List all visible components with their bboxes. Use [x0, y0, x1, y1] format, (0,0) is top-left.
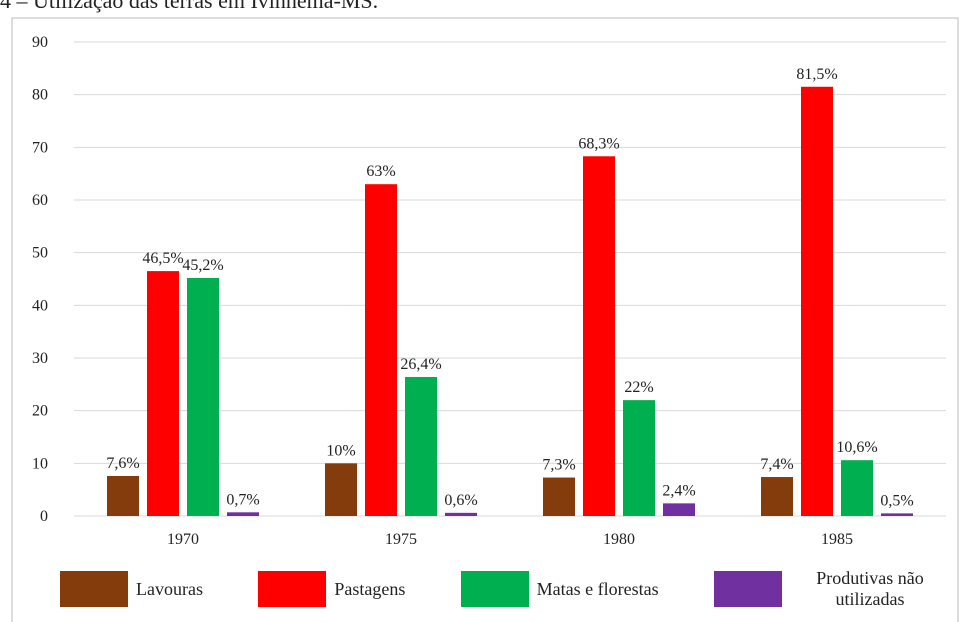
data-label: 2,4%	[662, 482, 695, 499]
legend-swatch	[713, 571, 782, 607]
data-label: 46,5%	[142, 250, 183, 267]
legend-label: Lavouras	[136, 578, 203, 599]
legend-item: Pastagens	[258, 571, 405, 607]
bar	[543, 477, 575, 516]
x-tick-label: 1970	[167, 531, 199, 548]
bar	[107, 475, 139, 516]
chart-title: 4 – Utilização das terras em Ivinhema-MS…	[0, 0, 378, 13]
y-tick-label: 60	[32, 192, 48, 209]
bar	[365, 184, 397, 516]
legend-item: Lavouras	[60, 571, 203, 607]
legend-label: Matas e florestas	[536, 578, 659, 599]
legend-item: Produtivas não utilizadas	[713, 568, 950, 610]
bar	[325, 463, 357, 516]
y-tick-label: 70	[32, 139, 48, 156]
x-tick-label: 1985	[821, 531, 853, 548]
data-label: 63%	[366, 163, 395, 180]
data-label: 0,6%	[444, 492, 477, 509]
y-tick-label: 50	[32, 245, 48, 262]
bar	[841, 460, 873, 516]
legend-swatch	[258, 571, 327, 607]
x-tick-label: 1980	[603, 531, 635, 548]
legend-label: Pastagens	[334, 578, 406, 599]
data-label: 7,3%	[542, 457, 575, 474]
data-label: 26,4%	[400, 356, 441, 373]
y-tick-label: 0	[40, 508, 48, 525]
y-tick-label: 90	[32, 34, 48, 51]
legend-swatch	[460, 571, 529, 607]
y-tick-label: 30	[32, 350, 48, 367]
y-tick-label: 80	[32, 87, 48, 104]
data-label: 45,2%	[182, 257, 223, 274]
bar	[881, 513, 913, 516]
data-label: 22%	[624, 379, 653, 396]
legend-swatch	[60, 571, 128, 607]
bar	[761, 477, 793, 516]
data-label: 68,3%	[578, 135, 619, 152]
bar	[405, 376, 437, 516]
legend-label: Produtivas não utilizadas	[816, 568, 924, 609]
data-label: 81,5%	[796, 66, 837, 83]
data-label: 10,6%	[836, 439, 877, 456]
data-label: 10%	[326, 442, 355, 459]
bar	[227, 512, 259, 516]
bar	[445, 512, 477, 516]
data-label: 0,7%	[226, 491, 259, 508]
data-label: 7,4%	[760, 456, 793, 473]
legend: Lavouras Pastagens Matas e florestas Produt…	[60, 568, 950, 610]
bar	[583, 156, 615, 516]
y-tick-label: 40	[32, 297, 48, 314]
chart-border	[11, 17, 959, 622]
bar	[663, 503, 695, 516]
bar	[147, 271, 179, 516]
data-label: 0,5%	[880, 492, 913, 509]
data-label: 7,6%	[106, 455, 139, 472]
x-tick-label: 1975	[385, 531, 417, 548]
bar	[801, 86, 833, 517]
bar	[187, 277, 219, 516]
y-tick-label: 20	[32, 403, 48, 420]
legend-item: Matas e florestas	[460, 571, 659, 607]
y-tick-label: 10	[32, 455, 48, 472]
bar	[623, 400, 655, 516]
